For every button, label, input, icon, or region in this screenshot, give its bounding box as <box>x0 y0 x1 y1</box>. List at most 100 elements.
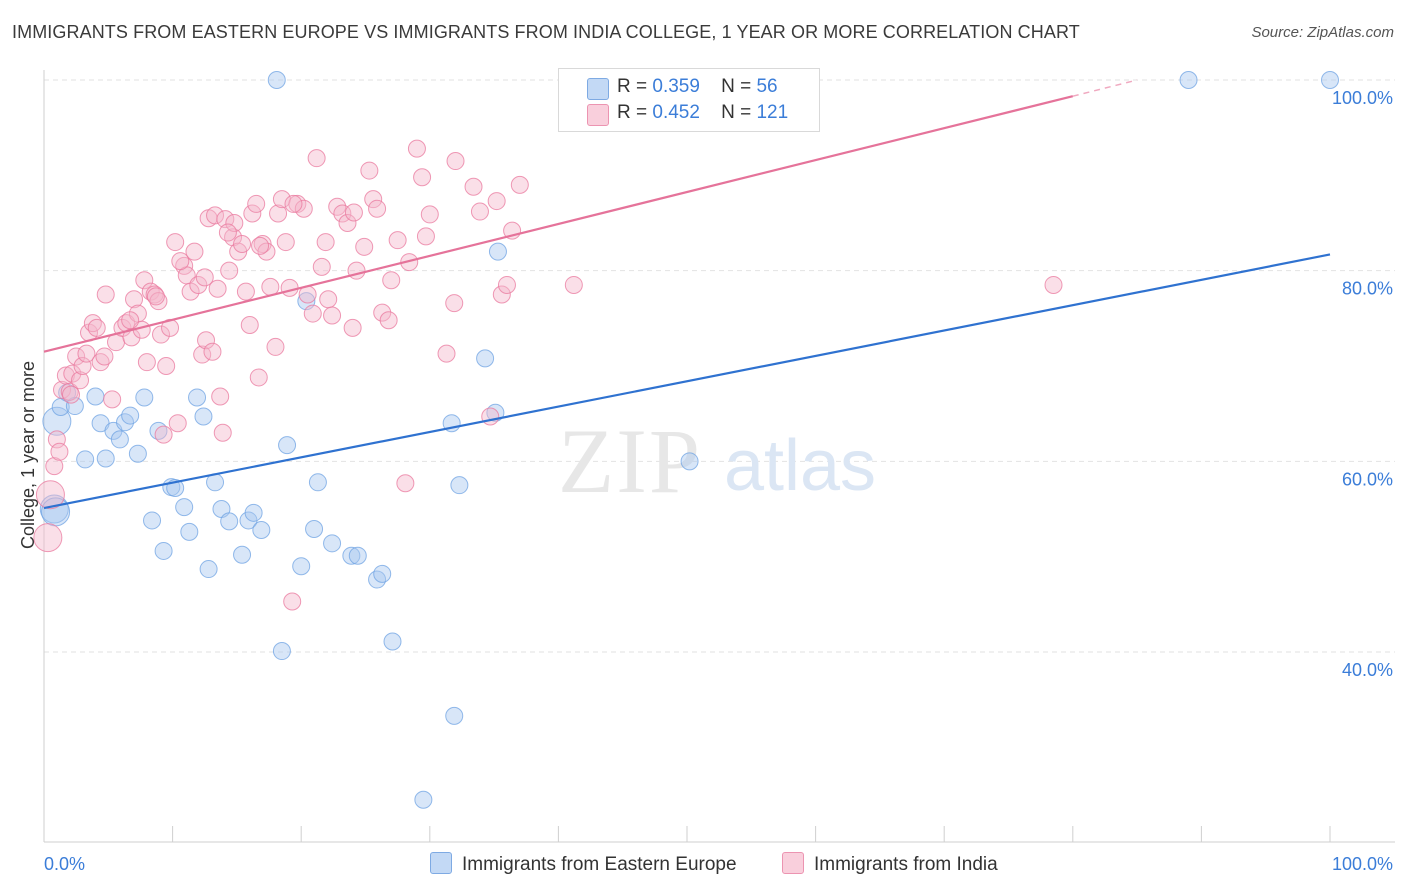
point-india-31 <box>149 292 168 311</box>
point-india-43 <box>193 345 212 364</box>
point-india-51 <box>216 210 235 229</box>
point-india-81 <box>338 214 357 232</box>
point-india-76 <box>312 257 331 276</box>
point-india-100 <box>481 407 500 426</box>
point-india-2 <box>45 457 64 476</box>
watermark-zip: ZIP <box>558 410 702 512</box>
point-india-12 <box>77 344 96 363</box>
point-eastern-europe-40 <box>342 546 361 565</box>
legend-n-label: N = <box>721 102 752 123</box>
point-eastern-europe-33 <box>272 642 291 661</box>
series-eastern-europe-points <box>39 71 1339 809</box>
point-eastern-europe-54 <box>1321 71 1339 89</box>
point-india-111 <box>171 252 190 271</box>
point-india-117 <box>344 203 363 222</box>
point-india-70 <box>283 592 302 611</box>
point-india-40 <box>181 282 200 301</box>
point-india-114 <box>251 236 270 255</box>
point-eastern-europe-53 <box>1179 71 1198 89</box>
y-tick-label: 60.0% <box>1342 469 1393 489</box>
watermark: ZIP atlas <box>558 410 876 512</box>
point-eastern-europe-20 <box>175 498 194 517</box>
point-india-1 <box>35 480 65 510</box>
legend-r-value-eastern-europe: 0.359 <box>652 76 700 97</box>
point-eastern-europe-32 <box>267 71 286 89</box>
point-eastern-europe-15 <box>143 511 162 530</box>
point-india-99 <box>470 202 489 221</box>
point-india-120 <box>445 294 464 313</box>
point-india-78 <box>323 306 342 325</box>
point-eastern-europe-10 <box>110 430 129 449</box>
point-india-71 <box>288 194 307 213</box>
point-india-15 <box>87 318 106 337</box>
point-india-118 <box>379 311 398 330</box>
point-india-48 <box>208 279 227 298</box>
point-eastern-europe-5 <box>76 450 95 469</box>
point-india-24 <box>125 290 144 309</box>
point-india-59 <box>243 204 262 223</box>
point-india-89 <box>382 271 401 290</box>
point-india-65 <box>266 337 285 356</box>
point-eastern-europe-4 <box>65 397 84 416</box>
point-eastern-europe-12 <box>121 406 140 425</box>
point-eastern-europe-21 <box>180 522 199 541</box>
point-india-66 <box>269 204 288 223</box>
point-india-52 <box>220 261 239 280</box>
point-india-77 <box>319 290 338 309</box>
point-india-50 <box>213 423 232 442</box>
legend-r-value-india: 0.452 <box>652 102 700 123</box>
point-eastern-europe-31 <box>252 520 271 539</box>
trend-line-india <box>43 95 1074 353</box>
point-eastern-europe-39 <box>323 534 342 553</box>
legend-swatch-india <box>587 104 609 126</box>
point-india-112 <box>195 268 214 287</box>
y-tick-label: 40.0% <box>1342 660 1393 680</box>
point-india-116 <box>316 233 335 252</box>
point-eastern-europe-28 <box>233 545 252 564</box>
point-india-94 <box>413 168 432 187</box>
point-eastern-europe-30 <box>244 503 263 522</box>
y-tick-label: 80.0% <box>1342 279 1393 299</box>
point-india-96 <box>437 344 456 363</box>
watermark-atlas: atlas <box>724 426 876 506</box>
y-axis-title: College, 1 year or more <box>18 361 38 549</box>
point-india-53 <box>224 228 243 247</box>
point-india-28 <box>137 353 156 372</box>
point-india-109 <box>121 311 140 330</box>
point-india-8 <box>63 364 82 383</box>
point-india-17 <box>95 347 114 366</box>
point-india-47 <box>206 206 225 225</box>
point-india-54 <box>225 214 244 232</box>
bottom-legend-label-india: Immigrants from India <box>814 854 998 875</box>
point-india-82 <box>343 318 362 337</box>
point-eastern-europe-22 <box>188 388 207 407</box>
bottom-legend-india: Immigrants from India <box>782 852 998 876</box>
legend-n-label: N = <box>721 76 752 97</box>
point-india-68 <box>276 233 295 252</box>
point-eastern-europe-45 <box>414 790 433 809</box>
point-india-64 <box>261 277 280 296</box>
point-eastern-europe-27 <box>220 512 239 531</box>
point-india-119 <box>416 227 435 246</box>
point-eastern-europe-49 <box>476 349 495 368</box>
point-eastern-europe-0 <box>39 494 69 524</box>
gridlines <box>44 79 1395 653</box>
x-tick-label: 0.0% <box>44 854 85 874</box>
legend-r-label: R = <box>617 102 648 123</box>
legend-r-label: R = <box>617 76 648 97</box>
point-india-85 <box>360 161 379 180</box>
point-eastern-europe-51 <box>488 242 507 261</box>
point-eastern-europe-23 <box>194 407 213 426</box>
point-india-101 <box>487 192 506 211</box>
point-eastern-europe-24 <box>199 560 218 579</box>
point-india-32 <box>152 325 171 344</box>
point-india-7 <box>60 382 79 401</box>
point-india-27 <box>135 271 154 290</box>
bottom-legend-swatch-india <box>782 852 804 874</box>
point-india-46 <box>203 342 222 361</box>
point-india-93 <box>407 139 426 158</box>
legend-n-value-eastern-europe: 56 <box>756 76 778 97</box>
point-india-97 <box>446 152 465 171</box>
point-eastern-europe-48 <box>450 476 469 495</box>
